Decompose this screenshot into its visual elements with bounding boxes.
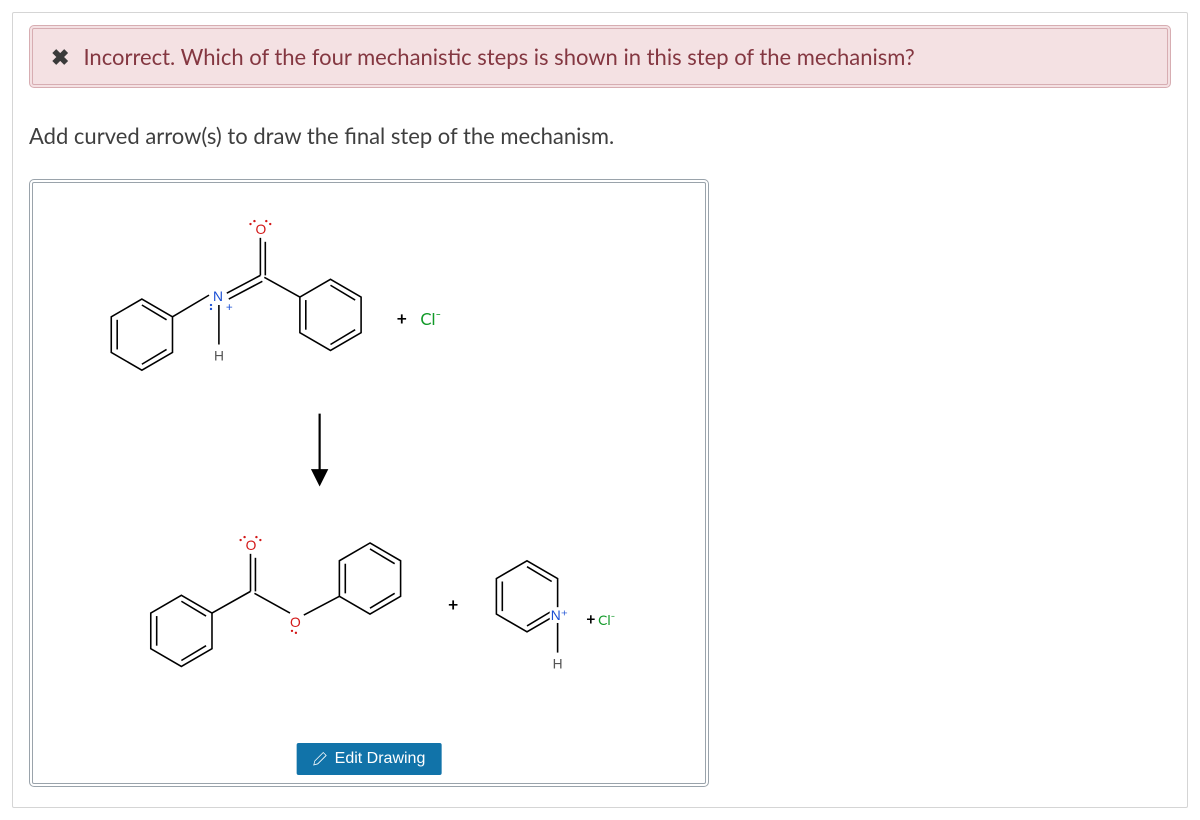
feedback-message: Incorrect. Which of the four mechanistic… <box>83 43 914 70</box>
bond <box>254 593 290 613</box>
nitrogen-charge-top: + <box>226 299 233 314</box>
edit-drawing-button[interactable]: Edit Drawing <box>297 743 442 775</box>
mechanism-canvas[interactable]: N H O + <box>53 203 685 723</box>
h-atom-top: H <box>214 347 224 363</box>
instruction-text: Add curved arrow(s) to draw the final st… <box>29 122 1171 149</box>
incorrect-x-icon: ✖ <box>51 46 69 68</box>
question-panel: ✖ Incorrect. Which of the four mechanist… <box>12 12 1188 808</box>
pyridinium-ring <box>496 561 557 632</box>
feedback-alert: ✖ Incorrect. Which of the four mechanist… <box>29 25 1171 88</box>
plus-sign-bottom-2: + <box>586 610 595 629</box>
nitrogen-cation-bottom: N⁺ <box>551 607 568 623</box>
pencil-icon <box>313 752 327 766</box>
benzene-left-bottom <box>151 595 212 666</box>
benzene-right-bottom-1 <box>339 543 400 614</box>
plus-sign-top: + <box>397 307 407 329</box>
h-atom-bottom: H <box>553 655 563 671</box>
oxygen-atom-bottom-1: O <box>246 537 257 553</box>
oxygen-atom-top: O <box>255 221 266 237</box>
bond <box>172 295 209 317</box>
benzene-left-top <box>111 299 172 370</box>
bond <box>212 591 251 613</box>
edit-drawing-label: Edit Drawing <box>335 750 426 768</box>
nitrogen-atom-top: N <box>213 288 223 304</box>
benzene-right-top <box>300 279 361 350</box>
bond <box>264 277 300 297</box>
drawing-frame: N H O + <box>29 179 709 787</box>
plus-sign-bottom-1: + <box>448 593 458 615</box>
chloride-bottom: Cl⁻ <box>598 611 615 628</box>
oxygen-atom-bottom-2: O <box>290 614 301 630</box>
bond <box>304 596 340 615</box>
chloride-top: Cl⁻ <box>420 308 441 329</box>
